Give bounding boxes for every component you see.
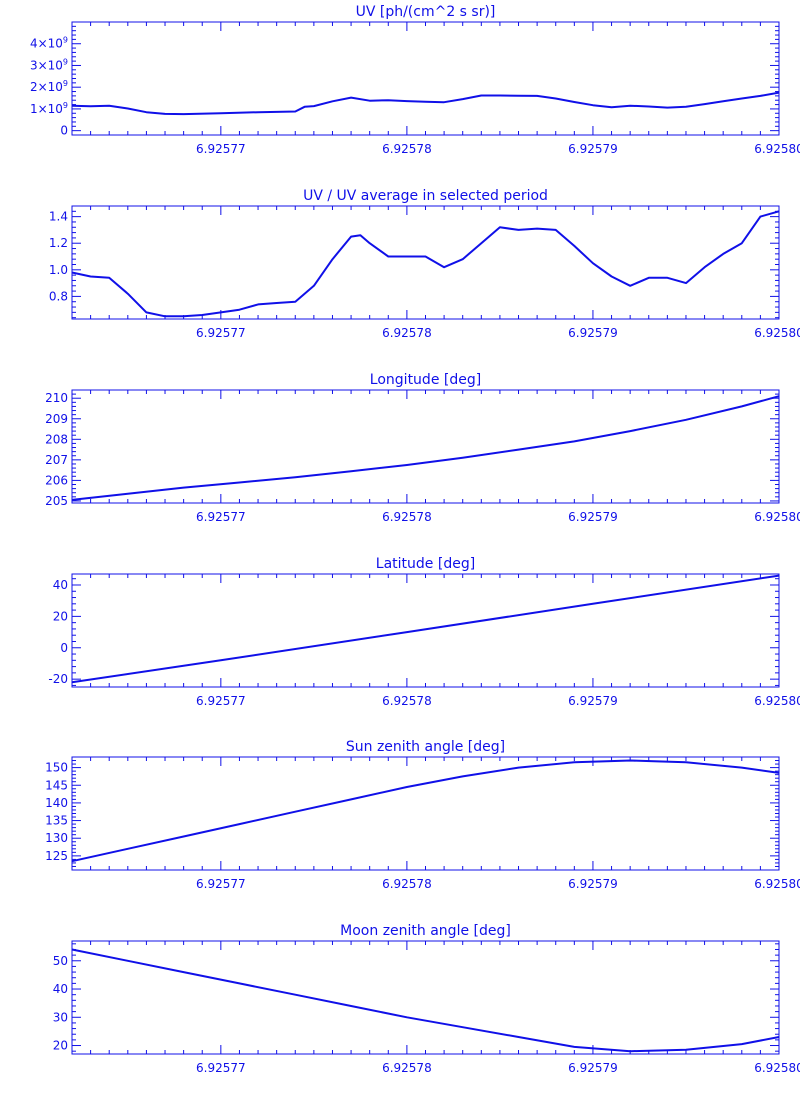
series-line (71, 574, 780, 684)
x-tick-label: 6.92579 (568, 877, 618, 891)
plot-frame (71, 756, 780, 871)
x-tick-label: 6.92580 (754, 326, 800, 340)
chart-panel-2: UV / UV average in selected period 6.9257… (49, 188, 800, 340)
x-tick-label: 6.92580 (754, 1061, 800, 1075)
y-tick-label: 206 (45, 473, 68, 487)
y-tick-label: 210 (45, 391, 68, 405)
x-tick-label: 6.92577 (196, 1061, 246, 1075)
x-tick-label: 6.92578 (382, 877, 432, 891)
x-tick-label: 6.92578 (382, 1061, 432, 1075)
y-tick-label: 145 (45, 778, 68, 792)
x-tick-label: 6.92579 (568, 142, 618, 156)
series-line (71, 210, 780, 318)
y-tick-label: 209 (45, 412, 68, 426)
plot-frame (71, 205, 780, 320)
plot-frame (71, 389, 780, 504)
chart-panel-6: Moon zenith angle [deg] 6.92577 6.92578 6.9… (53, 923, 800, 1075)
x-tick-label: 6.92577 (196, 510, 246, 524)
plot-frame (71, 21, 780, 136)
y-tick-label: 1×109 (30, 101, 68, 116)
y-tick-label: 130 (45, 831, 68, 845)
x-tick-label: 6.92577 (196, 877, 246, 891)
x-tick-label: 6.92579 (568, 1061, 618, 1075)
x-tick-label: 6.92580 (754, 877, 800, 891)
y-tick-label: 150 (45, 761, 68, 775)
x-tick-label: 6.92577 (196, 694, 246, 708)
y-tick-label: 3×109 (30, 57, 68, 72)
x-tick-label: 6.92580 (754, 510, 800, 524)
y-tick-label: 1.2 (49, 236, 68, 250)
y-tick-label: 135 (45, 814, 68, 828)
x-tick-label: 6.92578 (382, 694, 432, 708)
y-tick-label: 2×109 (30, 79, 68, 94)
panel-title: UV [ph/(cm^2 s sr)] (356, 4, 496, 20)
chart-panel-1: UV [ph/(cm^2 s sr)] 6.92577 6.92578 6.92579… (30, 4, 800, 156)
series-line (71, 948, 780, 1053)
y-tick-label: -20 (48, 672, 68, 686)
y-tick-label: 0.8 (49, 289, 68, 303)
series-line (71, 395, 780, 501)
y-tick-label: 50 (53, 954, 68, 968)
chart-panel-3: Longitude [deg] 6.92577 6.92578 6.92579 6.92… (45, 372, 800, 524)
series-line (71, 759, 780, 863)
x-tick-label: 6.92579 (568, 326, 618, 340)
x-tick-label: 6.92577 (196, 142, 246, 156)
y-tick-label: 1.0 (49, 263, 68, 277)
series-line (71, 91, 780, 116)
y-tick-label: 0 (60, 124, 68, 138)
panel-title: Latitude [deg] (376, 556, 475, 572)
chart-panel-4: Latitude [deg] 6.92577 6.92578 6.92579 6.925… (48, 556, 800, 708)
y-tick-label: 40 (53, 982, 68, 996)
y-tick-label: 208 (45, 432, 68, 446)
x-tick-label: 6.92578 (382, 510, 432, 524)
y-tick-label: 20 (53, 609, 68, 623)
y-tick-label: 205 (45, 494, 68, 508)
x-tick-label: 6.92577 (196, 326, 246, 340)
plot-frame (71, 940, 780, 1055)
x-tick-label: 6.92578 (382, 326, 432, 340)
panel-title: Longitude [deg] (370, 372, 481, 388)
y-tick-label: 1.4 (49, 210, 68, 224)
y-tick-label: 40 (53, 578, 68, 592)
x-tick-label: 6.92580 (754, 694, 800, 708)
chart-panel-5: Sun zenith angle [deg] 6.92577 6.92578 6.92… (45, 739, 800, 891)
panel-title: Sun zenith angle [deg] (346, 739, 505, 755)
y-tick-label: 125 (45, 849, 68, 863)
y-tick-label: 140 (45, 796, 68, 810)
x-tick-label: 6.92578 (382, 142, 432, 156)
y-tick-label: 30 (53, 1010, 68, 1024)
y-tick-label: 0 (60, 641, 68, 655)
x-tick-label: 6.92579 (568, 694, 618, 708)
panel-title: Moon zenith angle [deg] (340, 923, 511, 939)
panel-title: UV / UV average in selected period (303, 188, 548, 204)
y-tick-label: 20 (53, 1039, 68, 1053)
x-tick-label: 6.92580 (754, 142, 800, 156)
x-tick-label: 6.92579 (568, 510, 618, 524)
y-tick-label: 207 (45, 453, 68, 467)
y-tick-label: 4×109 (30, 36, 68, 51)
